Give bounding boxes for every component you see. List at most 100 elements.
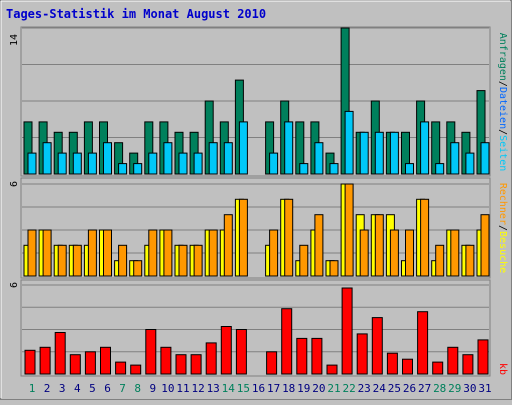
- bar-besuche-day-10: [164, 230, 172, 276]
- bar-dateien-day-13: [209, 143, 217, 174]
- x-label-day-30: 30: [463, 382, 476, 395]
- bar-besuche-day-29: [451, 230, 459, 276]
- bar-dateien-day-6: [104, 143, 112, 174]
- bar-besuche-day-23: [360, 230, 368, 276]
- bar-besuche-day-6: [104, 230, 112, 276]
- bar-dateien-day-30: [466, 153, 474, 174]
- y-max-label-middle: 6: [9, 181, 20, 187]
- bar-dateien-day-25: [390, 132, 398, 174]
- bar-kb-day-3: [55, 333, 65, 375]
- bar-dateien-day-5: [88, 153, 96, 174]
- bar-kb-day-9: [146, 330, 156, 375]
- x-label-day-25: 25: [388, 382, 401, 395]
- x-label-day-3: 3: [59, 382, 66, 395]
- bar-dateien-day-11: [179, 153, 187, 174]
- bar-dateien-day-26: [406, 164, 414, 174]
- legend-part-0: Anfragen: [497, 33, 508, 81]
- x-label-day-24: 24: [373, 382, 387, 395]
- bar-dateien-day-18: [285, 122, 293, 174]
- x-label-day-27: 27: [418, 382, 431, 395]
- bar-besuche-day-5: [88, 230, 96, 276]
- bar-kb-day-19: [297, 338, 307, 374]
- x-label-day-29: 29: [448, 382, 461, 395]
- legend-part-4: Seiten: [497, 135, 508, 171]
- bar-kb-day-31: [478, 340, 488, 374]
- bar-kb-day-18: [282, 309, 292, 374]
- bar-kb-day-26: [403, 359, 413, 374]
- legend-bottom: kb: [497, 363, 508, 375]
- bar-besuche-day-13: [209, 230, 217, 276]
- bar-dateien-day-22: [345, 111, 353, 174]
- bar-kb-day-7: [116, 362, 126, 374]
- bar-besuche-day-30: [466, 245, 474, 276]
- bar-dateien-day-24: [375, 132, 383, 174]
- bar-besuche-day-12: [194, 245, 202, 276]
- bar-kb-day-13: [206, 343, 216, 374]
- bar-kb-day-11: [176, 355, 186, 374]
- x-label-day-5: 5: [89, 382, 96, 395]
- bar-besuche-day-22: [345, 184, 353, 276]
- legend-top: Anfragen/Dateien/Seiten: [497, 33, 508, 172]
- bar-kb-day-8: [131, 365, 141, 374]
- bar-dateien-day-15: [239, 122, 247, 174]
- bar-dateien-day-20: [315, 143, 323, 174]
- bar-besuche-day-18: [285, 199, 293, 276]
- x-label-day-20: 20: [312, 382, 325, 395]
- bar-dateien-day-17: [270, 153, 278, 174]
- bar-besuche-day-8: [134, 261, 142, 276]
- bar-dateien-day-28: [436, 164, 444, 174]
- x-label-day-21: 21: [327, 382, 340, 395]
- bar-dateien-day-7: [119, 164, 127, 174]
- bar-dateien-day-27: [421, 122, 429, 174]
- bar-kb-day-1: [25, 350, 35, 374]
- x-label-day-9: 9: [149, 382, 156, 395]
- bar-dateien-day-4: [73, 153, 81, 174]
- bar-besuche-day-31: [481, 215, 489, 276]
- bar-besuche-day-11: [179, 245, 187, 276]
- bar-dateien-day-31: [481, 143, 489, 174]
- bar-kb-day-6: [101, 347, 111, 374]
- legend-part-2: Dateien: [497, 87, 508, 129]
- x-label-day-12: 12: [191, 382, 204, 395]
- bar-kb-day-5: [85, 352, 95, 374]
- bar-kb-day-29: [448, 347, 458, 374]
- x-label-day-26: 26: [403, 382, 416, 395]
- bar-kb-day-22: [342, 288, 352, 374]
- x-label-day-15: 15: [237, 382, 250, 395]
- bar-besuche-day-4: [73, 245, 81, 276]
- bar-kb-day-20: [312, 338, 322, 374]
- x-label-day-31: 31: [478, 382, 491, 395]
- x-label-day-8: 8: [134, 382, 141, 395]
- bar-besuche-day-19: [300, 245, 308, 276]
- x-label-day-16: 16: [252, 382, 265, 395]
- bar-kb-day-10: [161, 347, 171, 374]
- bar-besuche-day-27: [421, 199, 429, 276]
- bar-kb-day-24: [372, 318, 382, 374]
- bar-besuche-day-28: [436, 245, 444, 276]
- x-label-day-14: 14: [222, 382, 236, 395]
- x-label-day-23: 23: [358, 382, 371, 395]
- bar-besuche-day-26: [406, 230, 414, 276]
- x-label-day-11: 11: [176, 382, 189, 395]
- legend-middle: Rechner/Besuche: [497, 183, 508, 273]
- x-label-day-22: 22: [342, 382, 355, 395]
- legend-part-2: Besuche: [497, 231, 508, 273]
- bar-besuche-day-21: [330, 261, 338, 276]
- bar-dateien-day-10: [164, 143, 172, 174]
- bar-dateien-day-3: [58, 153, 66, 174]
- bar-besuche-day-20: [315, 215, 323, 276]
- bar-besuche-day-1: [28, 230, 36, 276]
- bar-kb-day-4: [70, 355, 80, 374]
- bar-kb-day-28: [433, 362, 443, 374]
- bar-besuche-day-7: [119, 245, 127, 276]
- bar-dateien-day-14: [224, 143, 232, 174]
- chart-title: Tages-Statistik im Monat August 2010: [6, 7, 266, 21]
- bar-besuche-day-17: [270, 230, 278, 276]
- bar-besuche-day-24: [375, 215, 383, 276]
- legend-part-0: kb: [497, 363, 508, 375]
- x-label-day-10: 10: [161, 382, 174, 395]
- x-label-day-7: 7: [119, 382, 126, 395]
- bar-kb-day-30: [463, 355, 473, 374]
- bar-kb-day-27: [418, 312, 428, 374]
